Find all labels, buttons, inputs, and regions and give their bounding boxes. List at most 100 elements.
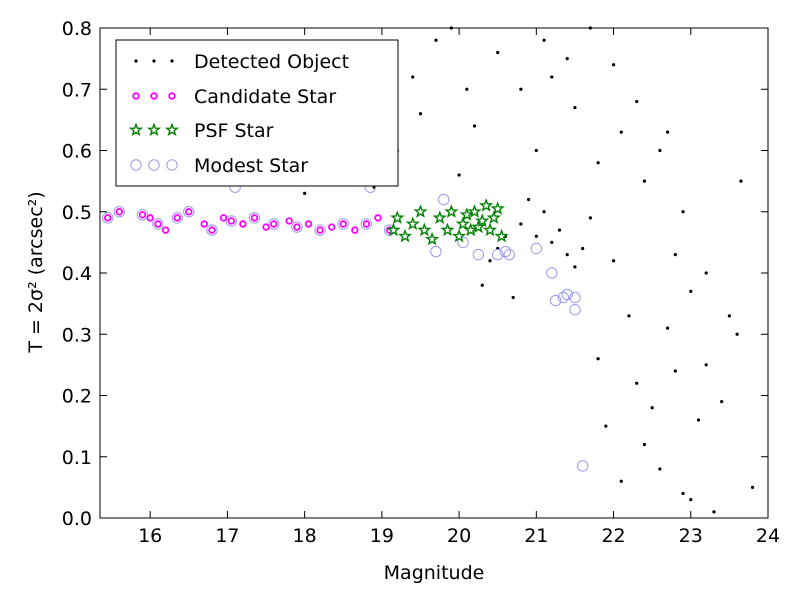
data-point xyxy=(561,288,573,301)
y-tick-label: 0.4 xyxy=(62,263,92,285)
data-point xyxy=(183,206,195,218)
data-point xyxy=(478,198,494,212)
data-point xyxy=(681,491,685,496)
data-point xyxy=(750,485,755,489)
legend-markers xyxy=(128,59,180,171)
data-point xyxy=(248,212,261,224)
data-point xyxy=(417,222,432,237)
data-point xyxy=(604,424,608,428)
x-tick-label: 23 xyxy=(679,525,703,547)
y-tick-label: 0.8 xyxy=(62,18,92,40)
data-point xyxy=(285,217,293,225)
y-axis-label: T = 2σ² (arcsec²) xyxy=(25,191,47,353)
data-point xyxy=(588,216,592,220)
data-point xyxy=(154,220,162,228)
data-point xyxy=(185,208,193,216)
data-point xyxy=(463,222,478,237)
series-candidate-star xyxy=(104,208,394,234)
data-point xyxy=(268,218,280,230)
data-point xyxy=(219,214,228,222)
data-point xyxy=(492,248,504,261)
data-point xyxy=(138,211,147,219)
data-point xyxy=(673,253,677,257)
legend-marker xyxy=(170,59,174,63)
data-point xyxy=(437,193,450,206)
legend-label-detected: Detected Object xyxy=(194,51,349,73)
y-tick-label: 0.7 xyxy=(62,79,92,101)
data-point xyxy=(115,208,124,216)
data-point xyxy=(451,228,467,243)
data-point xyxy=(411,75,415,79)
x-tick-label: 16 xyxy=(138,525,162,547)
legend-marker xyxy=(134,59,138,63)
x-tick-label: 21 xyxy=(524,525,548,547)
data-point xyxy=(200,220,208,228)
data-point xyxy=(467,204,482,218)
legend-marker xyxy=(128,122,144,137)
data-point xyxy=(557,228,562,232)
data-point xyxy=(304,220,313,228)
legend-marker xyxy=(148,159,160,171)
data-point xyxy=(465,87,469,91)
data-point xyxy=(113,206,126,218)
legend-marker xyxy=(164,122,180,137)
data-point xyxy=(208,226,216,234)
data-point xyxy=(397,228,413,243)
data-point xyxy=(475,213,490,228)
data-point xyxy=(472,248,485,261)
data-point xyxy=(457,173,461,177)
x-tick-label: 20 xyxy=(447,525,471,547)
data-point xyxy=(689,289,693,293)
data-point xyxy=(136,209,149,221)
data-point xyxy=(227,217,235,225)
data-point xyxy=(704,363,708,367)
data-point xyxy=(635,99,639,104)
data-point xyxy=(658,148,662,153)
data-point xyxy=(542,210,546,214)
legend-label-psf: PSF Star xyxy=(194,120,274,142)
data-point xyxy=(327,223,336,231)
data-point xyxy=(291,221,303,233)
data-point xyxy=(386,222,401,237)
data-point xyxy=(549,294,562,307)
y-tick-label: 0.6 xyxy=(62,141,92,163)
data-point xyxy=(146,214,154,222)
data-point xyxy=(434,38,438,42)
data-point xyxy=(293,223,301,231)
data-point xyxy=(519,87,523,91)
data-point xyxy=(527,197,531,202)
data-point xyxy=(735,332,739,336)
data-point xyxy=(573,265,577,269)
data-point xyxy=(666,130,670,134)
data-point xyxy=(550,240,554,244)
data-point xyxy=(440,222,455,237)
data-point xyxy=(496,50,500,55)
legend: Detected Object Candidate Star PSF Star … xyxy=(115,39,399,187)
data-point xyxy=(457,236,469,249)
x-axis-label: Magnitude xyxy=(384,562,485,584)
data-point xyxy=(161,226,170,234)
data-point xyxy=(619,479,623,483)
data-point xyxy=(360,218,373,230)
data-point xyxy=(374,214,382,222)
data-point xyxy=(362,220,371,228)
data-point xyxy=(658,467,662,471)
data-point xyxy=(314,224,326,236)
data-point xyxy=(673,369,677,373)
data-point xyxy=(390,210,405,224)
x-tick-label: 22 xyxy=(601,525,625,547)
data-point xyxy=(430,245,442,258)
data-point xyxy=(486,210,501,224)
data-point xyxy=(250,214,259,222)
data-point xyxy=(413,204,428,218)
x-tick-label: 24 xyxy=(756,525,780,547)
legend-marker xyxy=(146,122,162,137)
data-point xyxy=(534,148,538,153)
data-point xyxy=(339,220,347,228)
data-point xyxy=(666,326,670,330)
data-point xyxy=(720,400,724,404)
data-point xyxy=(573,106,577,110)
legend-label-candidate: Candidate Star xyxy=(194,86,336,108)
legend-marker xyxy=(152,59,156,63)
data-point xyxy=(739,179,743,183)
